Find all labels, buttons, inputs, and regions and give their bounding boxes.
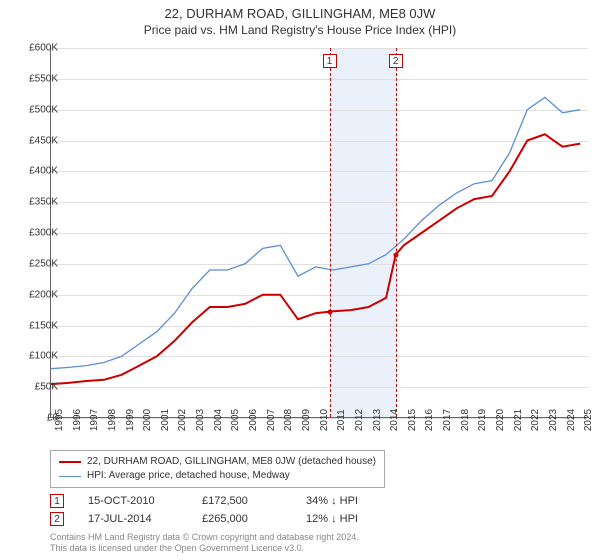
legend-swatch-property xyxy=(59,461,81,463)
line-series xyxy=(51,48,588,417)
legend-item-hpi: HPI: Average price, detached house, Medw… xyxy=(59,469,376,483)
footnote: Contains HM Land Registry data © Crown c… xyxy=(50,532,359,554)
transactions-table: 1 15-OCT-2010 £172,500 34% ↓ HPI 2 17-JU… xyxy=(50,492,358,528)
table-row: 2 17-JUL-2014 £265,000 12% ↓ HPI xyxy=(50,510,358,528)
plot-area: 12 xyxy=(50,48,588,418)
legend: 22, DURHAM ROAD, GILLINGHAM, ME8 0JW (de… xyxy=(50,450,385,488)
footnote-line: Contains HM Land Registry data © Crown c… xyxy=(50,532,359,543)
row-delta: 12% ↓ HPI xyxy=(306,513,358,525)
row-date: 15-OCT-2010 xyxy=(88,495,178,507)
row-marker: 2 xyxy=(50,512,64,526)
row-price: £265,000 xyxy=(202,513,282,525)
row-price: £172,500 xyxy=(202,495,282,507)
legend-label-hpi: HPI: Average price, detached house, Medw… xyxy=(87,469,290,483)
row-delta: 34% ↓ HPI xyxy=(306,495,358,507)
chart-subtitle: Price paid vs. HM Land Registry's House … xyxy=(0,21,600,37)
legend-item-property: 22, DURHAM ROAD, GILLINGHAM, ME8 0JW (de… xyxy=(59,455,376,469)
table-row: 1 15-OCT-2010 £172,500 34% ↓ HPI xyxy=(50,492,358,510)
row-marker: 1 xyxy=(50,494,64,508)
chart-container: 22, DURHAM ROAD, GILLINGHAM, ME8 0JW Pri… xyxy=(0,0,600,560)
chart-title: 22, DURHAM ROAD, GILLINGHAM, ME8 0JW xyxy=(0,0,600,21)
row-date: 17-JUL-2014 xyxy=(88,513,178,525)
legend-swatch-hpi xyxy=(59,476,81,477)
footnote-line: This data is licensed under the Open Gov… xyxy=(50,543,359,554)
legend-label-property: 22, DURHAM ROAD, GILLINGHAM, ME8 0JW (de… xyxy=(87,455,376,469)
